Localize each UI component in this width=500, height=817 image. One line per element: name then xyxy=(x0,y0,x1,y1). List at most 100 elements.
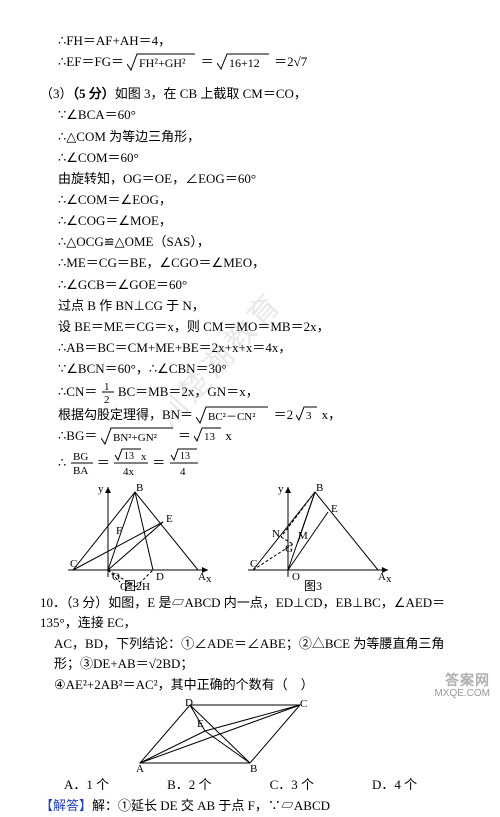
footer-url: MXQE.COM xyxy=(434,688,490,699)
txt: 解：①延长 DE 交 AB 于点 F，∵▱ABCD xyxy=(92,798,330,813)
txt: ＝2 xyxy=(274,407,294,422)
svg-text:C: C xyxy=(70,558,77,570)
svg-text:13: 13 xyxy=(204,431,216,443)
txt: ∴EF＝FG＝ xyxy=(58,54,124,69)
svg-text:D: D xyxy=(156,571,164,583)
svg-text:FH²+GH²: FH²+GH² xyxy=(139,56,186,70)
txt: ＝ xyxy=(178,428,191,443)
fraction-icon: BG BA xyxy=(70,450,94,476)
txt: ∴ xyxy=(58,455,66,470)
options: A．1 个 B．2 个 C．3 个 D．4 个 xyxy=(40,775,460,795)
svg-text:13: 13 xyxy=(124,451,134,462)
parallelogram-figure: A B C D E xyxy=(130,697,310,773)
svg-text:E: E xyxy=(166,513,173,525)
txt: ＝ xyxy=(152,455,165,470)
radical-icon: 3 xyxy=(296,406,318,422)
svg-text:A: A xyxy=(136,763,144,773)
svg-text:1: 1 xyxy=(104,381,110,393)
step: ∴∠COG＝∠MOE， xyxy=(40,211,460,231)
svg-text:BA: BA xyxy=(73,465,88,476)
svg-text:3: 3 xyxy=(306,410,312,422)
svg-text:BG: BG xyxy=(73,451,88,463)
txt: 如图 3，在 CB 上截取 CM＝CO， xyxy=(115,86,307,101)
txt: ＝ xyxy=(201,54,214,69)
svg-text:BN²+GN²: BN²+GN² xyxy=(113,432,158,444)
radical-icon: FH²+GH² xyxy=(127,52,197,72)
answer-label: 【解答】 xyxy=(40,798,92,813)
footer-cn: 答案网 xyxy=(434,673,490,688)
svg-text:16+12: 16+12 xyxy=(229,56,260,70)
fraction-icon: 13 4 xyxy=(169,448,199,478)
svg-text:B: B xyxy=(316,482,323,494)
figures: C A B O D E F G H x y 图2 C A B O E M N G… xyxy=(58,482,398,592)
answer-line: 【解答】解：①延长 DE 交 AB 于点 F，∵▱ABCD xyxy=(40,796,460,816)
step: ∴ BG BA ＝ 13 x 4x ＝ 13 4 xyxy=(40,448,460,478)
radical-icon: 13 xyxy=(194,427,222,443)
svg-text:图2: 图2 xyxy=(124,579,142,592)
step: 由旋转知，OG＝OE，∠EOG＝60° xyxy=(40,169,460,189)
svg-text:BC²－CN²: BC²－CN² xyxy=(208,411,256,423)
step: ∴∠GCB＝∠GOE＝60° xyxy=(40,275,460,295)
svg-text:B: B xyxy=(250,763,257,773)
svg-text:D: D xyxy=(185,697,193,709)
svg-text:E: E xyxy=(331,503,338,515)
svg-text:A: A xyxy=(378,571,386,583)
option-b: B．2 个 xyxy=(167,775,211,795)
step: ∵∠BCN＝60°，∴∠CBN＝30° xyxy=(40,359,460,379)
svg-text:2: 2 xyxy=(104,394,110,404)
txt: ∴BG＝ xyxy=(58,428,97,443)
svg-text:C: C xyxy=(300,698,307,710)
step: ∴BG＝ BN²+GN² ＝ 13 x xyxy=(40,426,460,446)
step: ∴AB＝BC＝CM+ME+BE＝2x+x+x＝4x， xyxy=(40,338,460,358)
radical-icon: BN²+GN² xyxy=(101,426,175,446)
option-d: D．4 个 xyxy=(372,775,417,795)
fraction-icon: 13 x 4x xyxy=(113,448,149,478)
option-a: A．1 个 xyxy=(64,775,109,795)
svg-text:B: B xyxy=(136,482,143,494)
svg-text:x: x xyxy=(206,573,212,585)
line: ∴FH＝AF+AH＝4， xyxy=(40,31,460,51)
svg-text:C: C xyxy=(250,558,257,570)
txt: 根据勾股定理得，BN＝ xyxy=(58,407,193,422)
step: ∵∠BCA＝60° xyxy=(40,105,460,125)
txt: x xyxy=(225,428,232,443)
fraction-icon: 1 2 xyxy=(101,380,115,404)
part-header: （3）（5 分）如图 3，在 CB 上截取 CM＝CO， xyxy=(40,84,460,104)
q10-stem: 10．（3 分）如图，E 是▱ABCD 内一点，ED⊥CD，EB⊥BC，∠AED… xyxy=(40,593,460,633)
q10-stem: AC，BD，下列结论：①∠ADE＝∠ABE；②△BCE 为等腰直角三角形；③DE… xyxy=(40,634,460,674)
svg-text:M: M xyxy=(298,530,308,542)
svg-text:x: x xyxy=(386,573,392,585)
step: ∴△COM 为等边三角形， xyxy=(40,127,460,147)
step: ∴ME＝CG＝BE，∠CGO＝∠MEO， xyxy=(40,253,460,273)
svg-text:y: y xyxy=(278,483,284,495)
option-c: C．3 个 xyxy=(270,775,314,795)
svg-text:H: H xyxy=(142,581,150,592)
txt: ＝2√7 xyxy=(274,54,307,69)
svg-text:A: A xyxy=(198,571,206,583)
svg-text:G: G xyxy=(285,543,293,555)
radical-icon: BC²－CN² xyxy=(196,405,270,425)
svg-text:F: F xyxy=(116,525,122,537)
svg-text:4: 4 xyxy=(180,466,186,478)
line: ∴EF＝FG＝ FH²+GH² ＝ 16+12 ＝2√7 xyxy=(40,52,460,72)
step: ∴∠COM＝60° xyxy=(40,148,460,168)
step: ∴CN＝ 1 2 BC＝MB＝2x，GN＝x， xyxy=(40,380,460,404)
svg-text:y: y xyxy=(98,483,104,495)
txt: ＝ xyxy=(97,455,110,470)
svg-text:N: N xyxy=(272,528,280,540)
txt: BC＝MB＝2x，GN＝x， xyxy=(118,384,259,399)
svg-text:O: O xyxy=(292,571,300,583)
step: 根据勾股定理得，BN＝ BC²－CN² ＝2 3 x， xyxy=(40,405,460,425)
step: 过点 B 作 BN⊥CG 于 N， xyxy=(40,296,460,316)
svg-text:O: O xyxy=(112,571,120,583)
step: ∴∠COM＝∠EOG， xyxy=(40,190,460,210)
footer-logo: 答案网 MXQE.COM xyxy=(434,673,490,699)
svg-text:E: E xyxy=(197,718,204,730)
svg-text:4x: 4x xyxy=(123,466,135,478)
svg-text:x: x xyxy=(141,451,147,463)
txt: ∴CN＝ xyxy=(58,384,97,399)
step: ∴△OCG≌△OME（SAS）， xyxy=(40,232,460,252)
svg-text:13: 13 xyxy=(180,451,190,462)
svg-text:图3: 图3 xyxy=(304,579,322,592)
radical-icon: 16+12 xyxy=(217,53,271,71)
